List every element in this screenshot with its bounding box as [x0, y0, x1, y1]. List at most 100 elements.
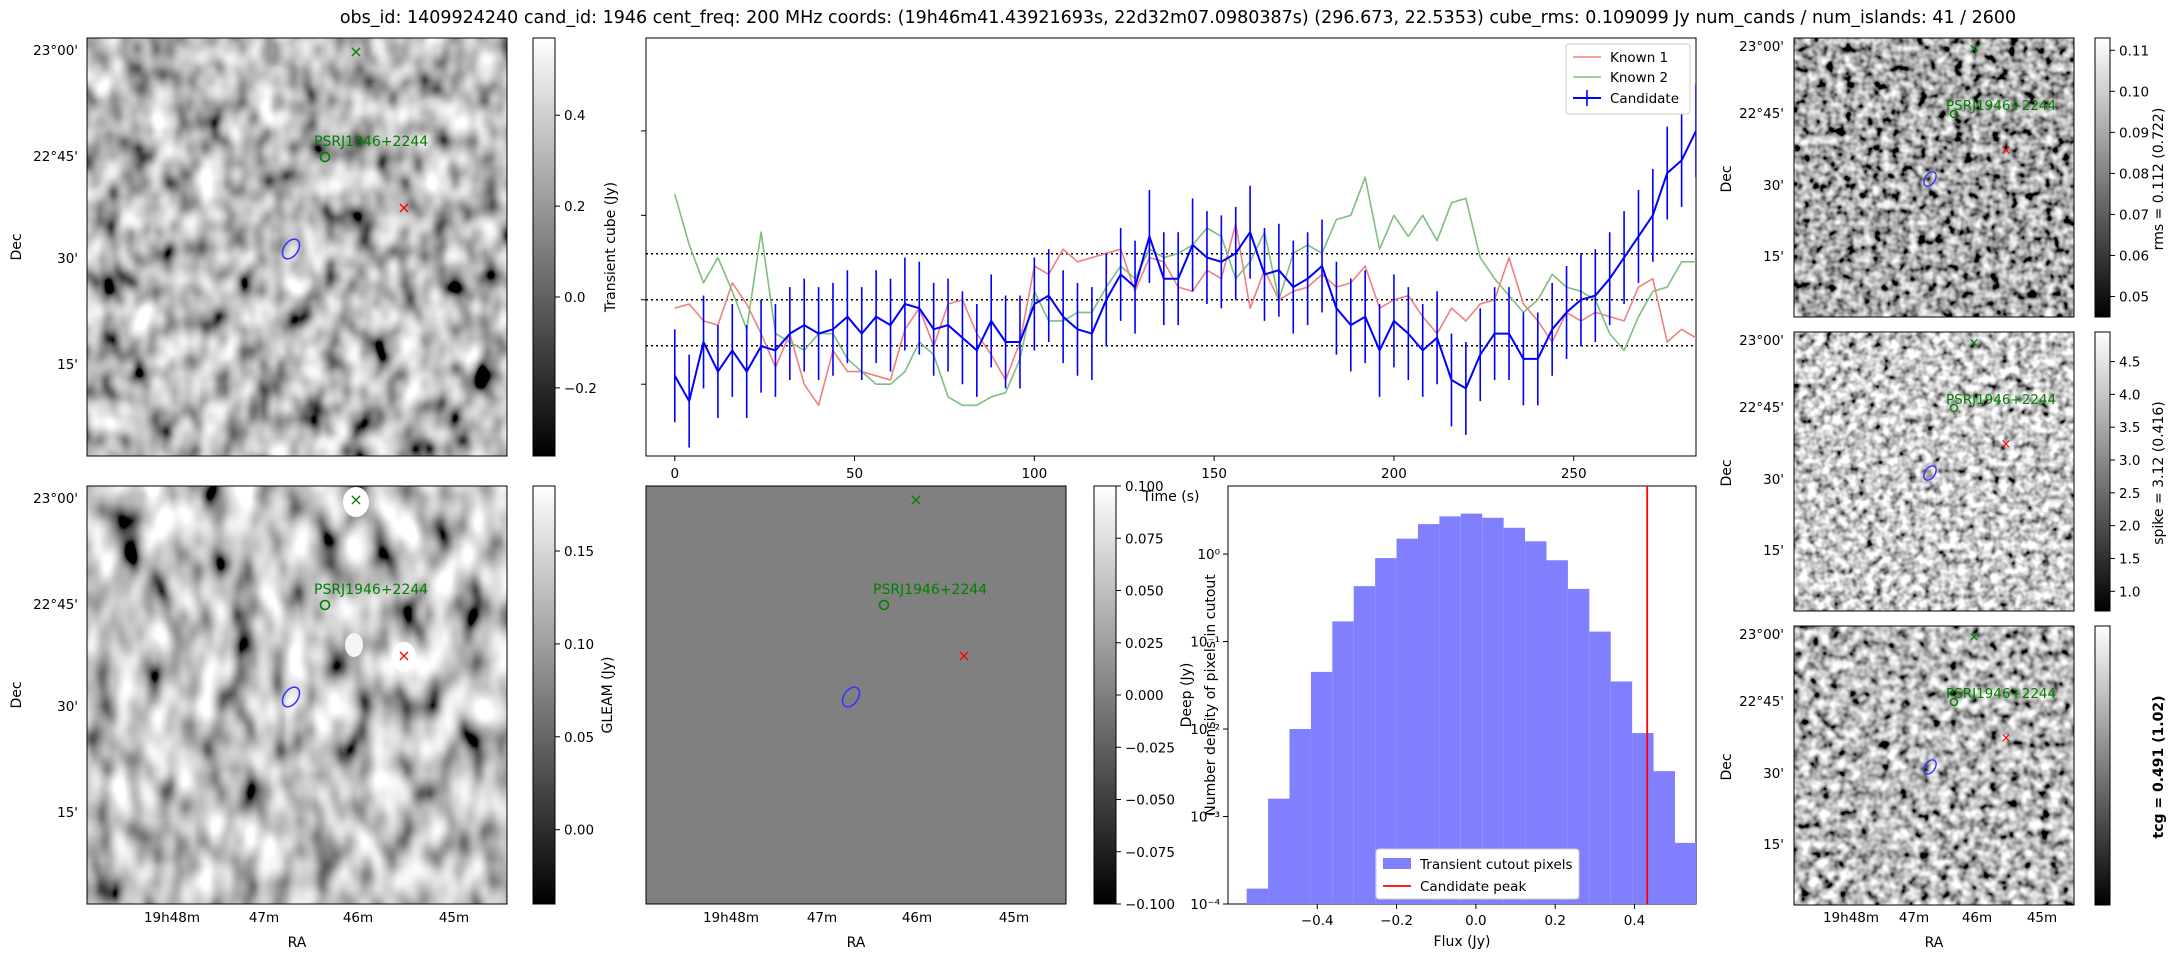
x-tick-label: 0.4: [1624, 913, 1645, 929]
x-tick-label: 0.2: [1544, 913, 1565, 929]
colorbar-gradient: [2094, 37, 2111, 318]
dec-axis-label: Dec: [1719, 165, 1735, 192]
green-cross-marker: ×: [1969, 336, 1980, 351]
tcg-image: [1794, 626, 2074, 905]
colorbar-tick-label: 1.0: [2119, 584, 2140, 600]
colorbar-tick-label: 0.05: [2119, 289, 2149, 305]
legend-label: Known 2: [1610, 70, 1668, 86]
candidate-ellipse: [1923, 171, 1937, 187]
bright-source: [392, 642, 416, 672]
colorbar-tick-label: 0.100: [1125, 479, 1164, 495]
colorbar-tick-label: 0.0: [564, 290, 585, 306]
colorbar-tick-label: 0.11: [2119, 43, 2149, 59]
colorbar-tick-label: 0.050: [1125, 584, 1164, 600]
gleam-frame: [86, 485, 508, 905]
dec-tick-label: 30': [1763, 766, 1784, 782]
colorbar-tick-label: 0.06: [2119, 248, 2149, 264]
rms-map: 23°00' 22°45' 30' 15' Dec × PSRJ1946+224…: [1719, 37, 2167, 318]
legend-label: Transient cutout pixels: [1419, 857, 1573, 873]
deep-image: [646, 486, 1066, 904]
source-marker: [1949, 697, 1959, 707]
x-tick-label: −0.2: [1380, 913, 1413, 929]
histogram-xlabel: Flux (Jy): [1434, 934, 1491, 950]
colorbar-tick-label: −0.075: [1125, 845, 1175, 861]
map-markers: × PSRJ1946+2244 ×: [281, 490, 428, 708]
dec-tick-label: 23°00': [33, 43, 78, 59]
ra-tick-label: 19h48m: [1823, 910, 1879, 926]
tcg-frame: [1793, 625, 2075, 906]
gleam-dec-ticks: 23°00' 22°45' 30' 15': [33, 491, 78, 821]
y-tick-label: 10⁻⁴: [1190, 897, 1220, 913]
dec-tick-label: 23°00': [1739, 39, 1784, 55]
red-cross-marker: ×: [2001, 437, 2012, 452]
transient-cube-dec-ticks: 23°00' 22°45' 30' 15': [33, 43, 78, 373]
colorbar-label: Deep (Jy): [1179, 663, 1195, 728]
candidate-ellipse: [841, 686, 861, 708]
ra-tick-label: 45m: [439, 910, 469, 926]
colorbar-tick-label: 3.5: [2119, 420, 2140, 436]
source-label: PSRJ1946+2244: [1946, 686, 2056, 702]
red-cross-marker: ×: [957, 646, 970, 665]
colorbar-tick-label: −0.100: [1125, 897, 1175, 913]
ra-tick-label: 19h48m: [703, 910, 759, 926]
legend-swatch-pixels: [1383, 858, 1411, 869]
histogram-bar: [1482, 517, 1504, 904]
transient-cube-image: [87, 38, 507, 456]
histogram-bar: [1289, 729, 1311, 904]
y-tick-label: 10⁻³: [1190, 810, 1220, 826]
histogram-bar: [1396, 538, 1418, 904]
ra-tick-label: 47m: [1899, 910, 1929, 926]
histogram-bar: [1375, 558, 1397, 904]
legend-box: [1565, 43, 1691, 115]
dec-tick-label: 22°45': [1739, 694, 1784, 710]
x-tick-label: 0: [670, 466, 679, 482]
gleam-ra-ticks: 19h48m 47m 46m 45m: [144, 910, 469, 926]
colorbar-tick-label: −0.025: [1125, 740, 1175, 756]
legend-label: Candidate peak: [1420, 879, 1526, 895]
source-marker: [878, 599, 890, 611]
dec-tick-label: 15': [57, 357, 78, 373]
histogram-bar: [1546, 560, 1568, 904]
source-marker: [1949, 109, 1959, 119]
colorbar-label: rms = 0.112 (0.722): [2151, 108, 2167, 251]
histogram-bar: [1460, 513, 1483, 904]
lightcurve-x-ticks: 0 50 100 150 200 250: [670, 456, 1587, 482]
gleam-image: [87, 486, 507, 904]
lightcurve-series: [673, 84, 1696, 448]
histogram-bar: [1632, 733, 1654, 904]
colorbar-tick-label: 0.10: [2119, 84, 2149, 100]
histogram-ylabel: Number density of pixels in cutout: [1203, 574, 1219, 816]
rms-colorbar: 0.05 0.06 0.07 0.08 0.09 0.10 0.11 rms = 0.112…: [2094, 37, 2167, 318]
lightcurve-xlabel: Time (s): [1142, 489, 1200, 505]
ra-axis-label: RA: [1925, 935, 1944, 951]
red-cross-marker: ×: [2001, 731, 2012, 746]
lightcurve-legend: Known 1 Known 2 Candidate: [1565, 43, 1691, 115]
dec-axis-label: Dec: [9, 681, 25, 708]
bright-source: [343, 487, 369, 517]
colorbar-tick-label: 0.4: [564, 108, 585, 124]
map-markers: × PSRJ1946+2244 ×: [1923, 336, 2056, 481]
histogram-bar: [1503, 527, 1526, 904]
colorbar-tick-label: 4.5: [2119, 355, 2140, 371]
histogram-bar: [1439, 516, 1461, 904]
histogram-bar: [1417, 524, 1440, 904]
x-tick-label: 0.0: [1465, 913, 1486, 929]
colorbar-tick-label: 0.08: [2119, 166, 2149, 182]
dec-axis-label: Dec: [1719, 753, 1735, 780]
ra-tick-label: 45m: [999, 910, 1029, 926]
source-label: PSRJ1946+2244: [1946, 98, 2056, 114]
ra-tick-label: 19h48m: [144, 910, 200, 926]
candidate-ellipse: [1923, 759, 1937, 775]
green-cross-marker: ×: [349, 490, 362, 509]
rms-image: [1794, 38, 2074, 317]
y-tick-label: 10⁻²: [1190, 722, 1220, 738]
green-cross-marker: ×: [1969, 42, 1980, 57]
source-marker: [319, 151, 331, 163]
x-tick-label: 200: [1381, 466, 1407, 482]
colorbar-label: GLEAM (Jy): [600, 657, 616, 734]
histogram-bar: [1589, 631, 1611, 904]
colorbar-tick-label: −0.050: [1125, 793, 1175, 809]
colorbar-tick-label: 0.15: [564, 544, 594, 560]
bright-source: [345, 633, 363, 657]
dec-tick-label: 22°45': [1739, 106, 1784, 122]
